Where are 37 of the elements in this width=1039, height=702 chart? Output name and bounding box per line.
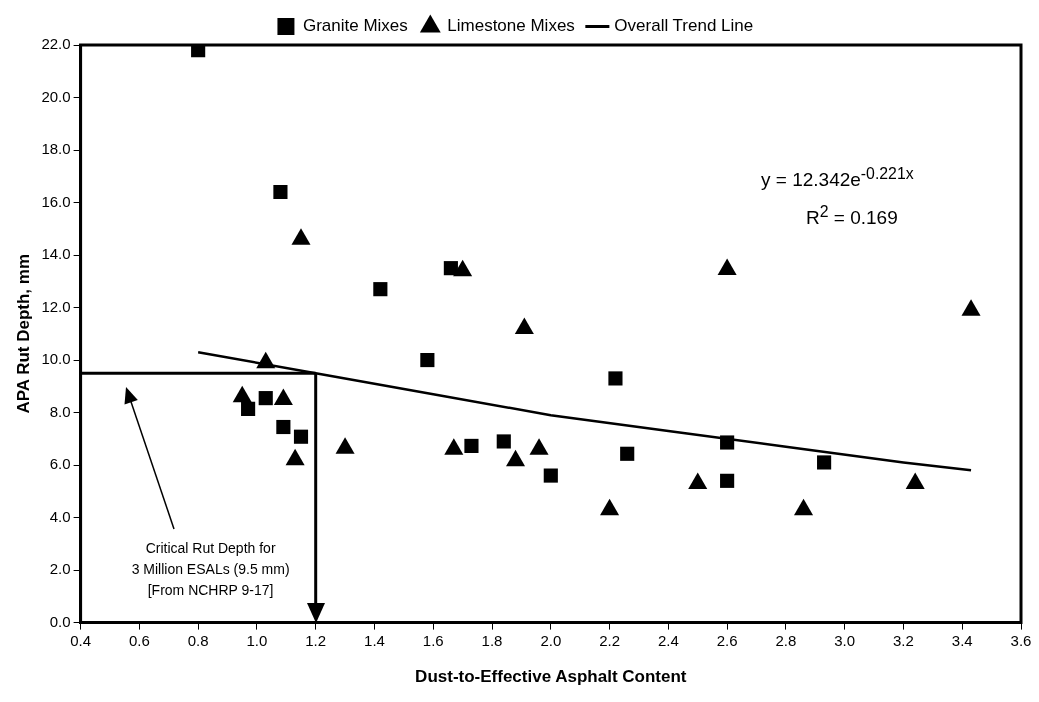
- y-tick-label: 0.0: [49, 612, 71, 630]
- x-tick-label: 0.6: [128, 631, 150, 649]
- x-tick-label: 1.6: [422, 631, 444, 649]
- y-tick-label: 2.0: [49, 560, 71, 578]
- x-tick-label: 1.4: [364, 631, 385, 649]
- annotation: y = 12.342e$^{-0.221x}$: [761, 165, 914, 192]
- x-tick-label: 2.0: [540, 631, 562, 649]
- y-tick-label: 16.0: [41, 192, 71, 210]
- y-tick-label: 8.0: [49, 402, 71, 420]
- y-axis-title: APA Rut Depth, mm: [13, 254, 33, 414]
- x-tick-label: 2.4: [657, 631, 679, 649]
- legend-label: Overall Trend Line: [614, 16, 754, 36]
- x-tick-label: 3.4: [951, 631, 973, 649]
- y-tick-label: 14.0: [41, 245, 71, 263]
- x-tick-label: 1.8: [481, 631, 503, 649]
- y-tick-label: 10.0: [41, 350, 71, 368]
- y-tick-label: 4.0: [49, 507, 71, 525]
- y-tick-label: 18.0: [41, 140, 71, 158]
- x-tick-label: 2.2: [599, 631, 620, 649]
- x-tick-label: 2.6: [716, 631, 738, 649]
- y-tick-label: 20.0: [41, 87, 71, 105]
- x-tick-label: 2.8: [775, 631, 797, 649]
- x-tick-label: 3.6: [1010, 631, 1032, 649]
- annotation: R$^{2}$ = 0.169: [806, 203, 898, 230]
- x-tick-label: 0.4: [70, 631, 92, 649]
- y-tick-label: 12.0: [41, 297, 71, 315]
- legend-label: Limestone Mixes: [447, 16, 575, 36]
- legend-label: Granite Mixes: [302, 16, 408, 36]
- x-tick-label: 0.8: [187, 631, 209, 649]
- y-tick-label: 22.0: [41, 35, 71, 53]
- x-tick-label: 1.2: [305, 631, 327, 649]
- x-axis-title: Dust-to-Effective Asphalt Content: [415, 667, 687, 687]
- y-tick-label: 6.0: [49, 455, 71, 473]
- x-tick-label: 3.2: [893, 631, 914, 649]
- annotation: Critical Rut Depth for 3 Million ESALs (9.5 mm) [From NCHRP 9-17]: [131, 539, 290, 598]
- x-tick-label: 1.0: [246, 631, 268, 649]
- x-tick-label: 3.0: [834, 631, 856, 649]
